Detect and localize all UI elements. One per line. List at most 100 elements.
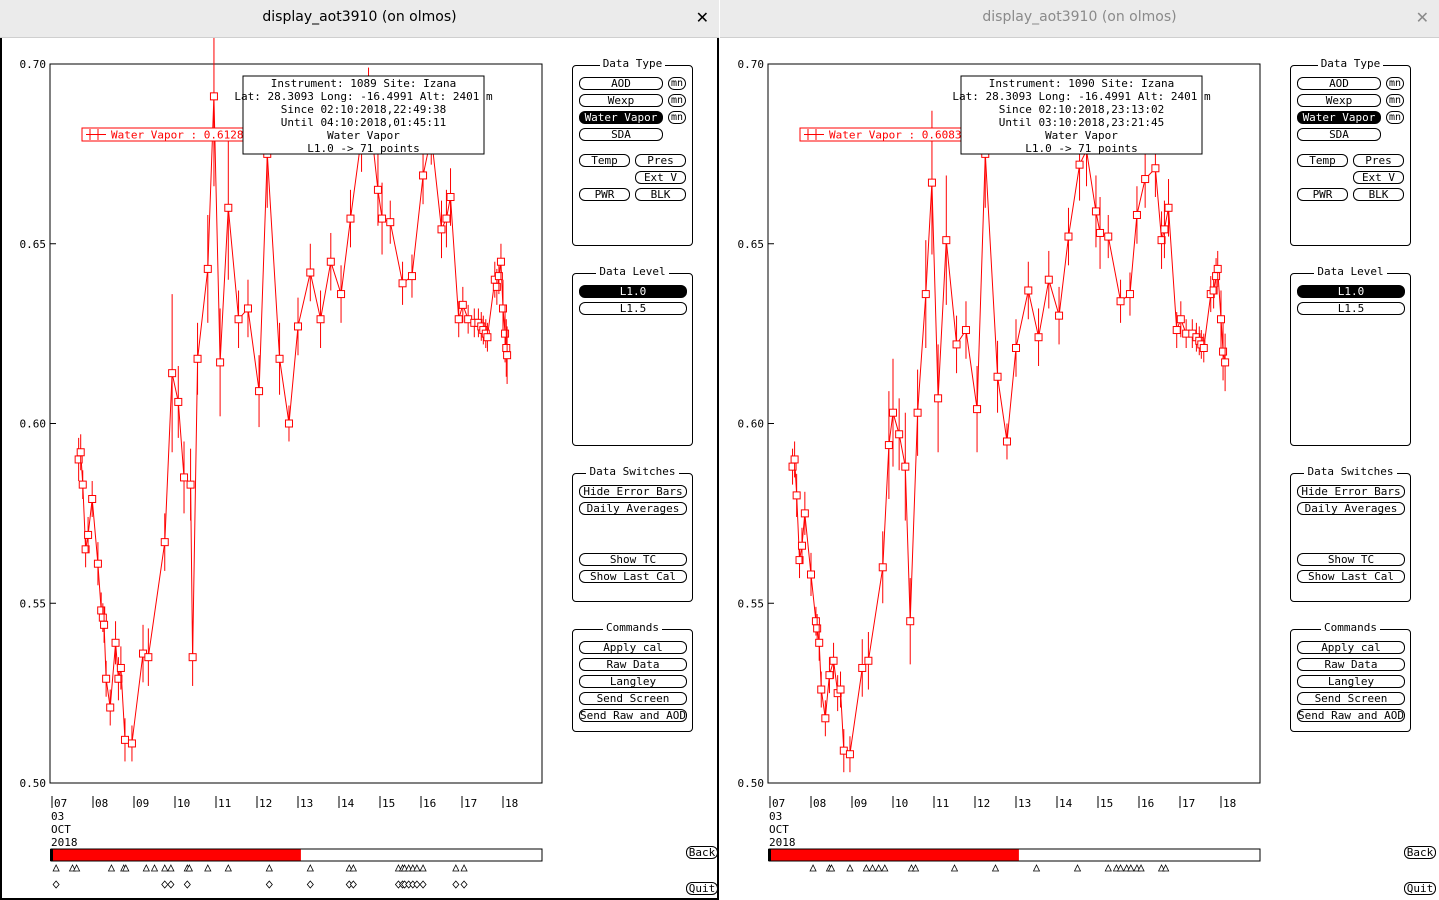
info-line: Water Vapor — [1045, 129, 1118, 142]
langley-button[interactable]: Langley — [1297, 675, 1405, 688]
timeline-progress — [769, 849, 1019, 861]
close-icon[interactable]: ✕ — [1415, 8, 1429, 27]
wexp-mn-button[interactable]: mn — [1386, 94, 1404, 107]
data-point — [795, 556, 804, 565]
data-type-title: Data Type — [599, 57, 666, 70]
data-type-title: Data Type — [1317, 57, 1384, 70]
data-point — [102, 674, 111, 683]
send-raw-aod-button[interactable]: Send Raw and AOD — [579, 709, 687, 722]
triangle-marker — [1162, 864, 1170, 872]
legend-label: Water Vapor : 0.6128 ± 0.0 — [111, 129, 283, 142]
window-content: 0.50 0.55 0.60 0.65 0.70 07 08 09 10 11 12 13 14 15 16… — [720, 38, 1439, 900]
water-vapor-mn-button[interactable]: mn — [668, 111, 686, 124]
apply-cal-button[interactable]: Apply cal — [1297, 641, 1405, 654]
show-last-cal-button[interactable]: Show Last Cal — [1297, 570, 1405, 583]
data-point — [1217, 315, 1225, 324]
data-point — [1125, 290, 1134, 299]
hide-error-bars-button[interactable]: Hide Error Bars — [1297, 485, 1405, 498]
hide-error-bars-button[interactable]: Hide Error Bars — [579, 485, 687, 498]
temp-button[interactable]: Temp — [1297, 154, 1348, 167]
x-tick-label: 07 — [54, 797, 67, 810]
show-tc-button[interactable]: Show TC — [1297, 553, 1405, 566]
apply-cal-button[interactable]: Apply cal — [579, 641, 687, 654]
diamond-marker — [419, 880, 427, 889]
y-tick-label: 0.50 — [20, 777, 47, 790]
data-point — [1132, 210, 1141, 219]
x-tick-label: 12 — [977, 797, 990, 810]
timeline-start — [50, 849, 53, 861]
aod-mn-button[interactable]: mn — [668, 77, 686, 90]
data-point — [503, 351, 512, 360]
level-l15-button[interactable]: L1.5 — [1297, 302, 1405, 315]
info-line: Lat: 28.3093 Long: -16.4991 Alt: 2401 m — [234, 90, 493, 103]
level-l15-button[interactable]: L1.5 — [579, 302, 687, 315]
triangle-marker — [142, 864, 150, 872]
y-tick-label: 0.60 — [20, 418, 47, 431]
water-vapor-button[interactable]: Water Vapor — [579, 111, 663, 124]
aod-mn-button[interactable]: mn — [1386, 77, 1404, 90]
show-last-cal-button[interactable]: Show Last Cal — [579, 570, 687, 583]
diamond-marker — [452, 880, 460, 889]
raw-data-button[interactable]: Raw Data — [579, 658, 687, 671]
window-titlebar[interactable]: display_aot3910 (on olmos) ✕ — [0, 0, 719, 38]
data-point — [386, 218, 395, 227]
close-icon[interactable]: ✕ — [695, 8, 709, 27]
y-tick-label: 0.55 — [20, 597, 47, 610]
data-point — [884, 441, 893, 450]
data-point — [1044, 275, 1053, 284]
water-vapor-mn-button[interactable]: mn — [1386, 111, 1404, 124]
data-point — [502, 344, 511, 353]
triangle-marker — [868, 864, 877, 872]
back-button[interactable]: Back — [686, 846, 718, 859]
quit-button[interactable]: Quit — [686, 882, 718, 895]
window-titlebar[interactable]: display_aot3910 (on olmos) ✕ — [720, 0, 1439, 38]
x-tick-label: 13 — [300, 797, 313, 810]
send-screen-button[interactable]: Send Screen — [579, 692, 687, 705]
data-point — [1172, 326, 1181, 335]
pres-button[interactable]: Pres — [635, 154, 686, 167]
data-switches-panel: Data Switches Hide Error Bars Daily Aver… — [1290, 465, 1411, 602]
ext-v-button[interactable]: Ext V — [1353, 171, 1404, 184]
send-raw-aod-button[interactable]: Send Raw and AOD — [1297, 709, 1405, 722]
ext-v-button[interactable]: Ext V — [635, 171, 686, 184]
blk-button[interactable]: BLK — [635, 188, 686, 201]
y-tick-label: 0.65 — [738, 238, 765, 251]
data-point — [1219, 347, 1228, 356]
level-l10-button[interactable]: L1.0 — [1297, 285, 1405, 298]
pres-button[interactable]: Pres — [1353, 154, 1404, 167]
timeline-start — [768, 849, 771, 861]
data-point — [284, 419, 293, 428]
info-line: L1.0 -> 71 points — [307, 142, 420, 155]
data-point — [174, 397, 183, 406]
triangle-marker — [52, 864, 60, 872]
sda-button[interactable]: SDA — [1297, 128, 1381, 141]
wexp-button[interactable]: Wexp — [1297, 94, 1381, 107]
daily-averages-button[interactable]: Daily Averages — [579, 502, 687, 515]
show-tc-button[interactable]: Show TC — [579, 553, 687, 566]
level-l10-button[interactable]: L1.0 — [579, 285, 687, 298]
data-point — [1012, 344, 1020, 353]
send-screen-button[interactable]: Send Screen — [1297, 692, 1405, 705]
daily-averages-button[interactable]: Daily Averages — [1297, 502, 1405, 515]
temp-button[interactable]: Temp — [579, 154, 630, 167]
wexp-button[interactable]: Wexp — [579, 94, 663, 107]
data-point — [93, 559, 102, 568]
wexp-mn-button[interactable]: mn — [668, 94, 686, 107]
pwr-button[interactable]: PWR — [1297, 188, 1348, 201]
aod-button[interactable]: AOD — [579, 77, 663, 90]
sda-button[interactable]: SDA — [579, 128, 663, 141]
diamond-marker — [460, 880, 468, 889]
blk-button[interactable]: BLK — [1353, 188, 1404, 201]
data-point — [106, 703, 115, 712]
data-point — [168, 369, 177, 378]
pwr-button[interactable]: PWR — [579, 188, 630, 201]
back-button[interactable]: Back — [1404, 846, 1436, 859]
langley-button[interactable]: Langley — [579, 675, 687, 688]
quit-button[interactable]: Quit — [1404, 882, 1436, 895]
y-tick-label: 0.50 — [738, 777, 765, 790]
water-vapor-button[interactable]: Water Vapor — [1297, 111, 1381, 124]
x-date-sublabel: OCT — [51, 823, 71, 836]
raw-data-button[interactable]: Raw Data — [1297, 658, 1405, 671]
aod-button[interactable]: AOD — [1297, 77, 1381, 90]
info-line: Instrument: 1089 Site: Izana — [271, 77, 456, 90]
